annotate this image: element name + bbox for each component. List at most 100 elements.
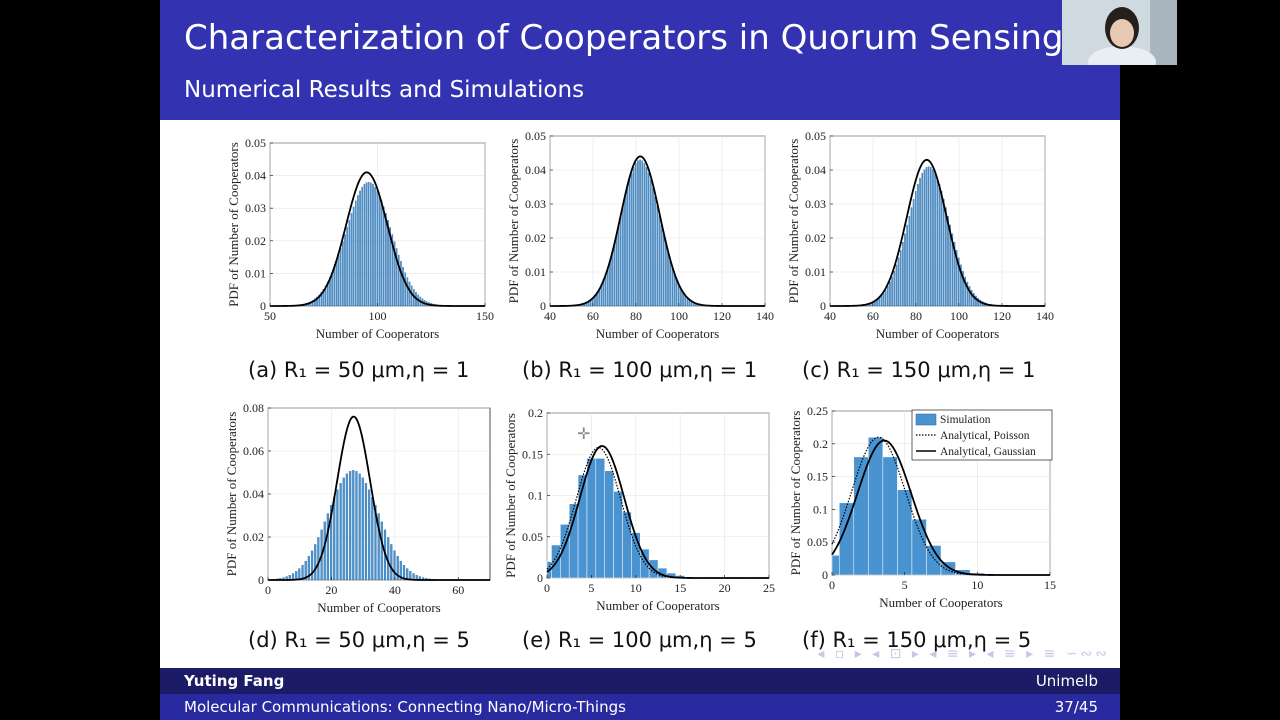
histogram-bar [335, 261, 338, 307]
histogram-bar [671, 267, 674, 307]
histogram-bar [387, 220, 389, 307]
histogram-bar [372, 184, 374, 307]
beamer-navigation-icons[interactable]: ◂ ▫ ▸ ◂ ⊡ ▸ ◂ ≡ ▸ ◂ ≡ ▸ ≡ ∽∾∾ [817, 646, 1110, 662]
histogram-bar [595, 458, 605, 579]
histogram-bar [376, 190, 379, 307]
histogram-bar [632, 167, 635, 307]
histogram-bar [940, 191, 943, 307]
histogram-bar [326, 513, 330, 581]
y-axis-label: PDF of Number of Cooperators [226, 142, 241, 307]
histogram-bar [377, 513, 380, 581]
x-tick-label: 40 [824, 309, 836, 323]
histogram-bar [361, 186, 364, 307]
y-tick-label: 0.2 [813, 437, 828, 451]
y-tick-label: 0.1 [528, 489, 543, 503]
y-tick-label: 0.04 [245, 169, 266, 183]
histogram-bar [639, 159, 641, 307]
histogram-bar [953, 242, 956, 307]
poisson-curve [831, 436, 1050, 576]
histogram-bar [350, 213, 353, 307]
x-axis-label: Number of Cooperators [316, 326, 439, 341]
histogram-bar [331, 272, 333, 307]
x-tick-label: 60 [867, 309, 879, 323]
y-tick-label: 0.05 [522, 530, 543, 544]
x-tick-label: 80 [630, 309, 642, 323]
histogram-bar [410, 285, 413, 307]
x-axis-label: Number of Cooperators [596, 326, 719, 341]
y-axis-label: PDF of Number of Cooperators [788, 411, 803, 576]
y-tick-label: 0.25 [807, 404, 828, 418]
histogram-bar [966, 281, 969, 307]
gaussian-curve [830, 158, 1045, 307]
histogram-bar [624, 196, 626, 307]
histogram-bar [677, 284, 680, 307]
y-tick-label: 0.03 [805, 197, 826, 211]
histogram-bar [393, 241, 396, 307]
histogram-bar [336, 489, 339, 581]
y-tick-label: 0.03 [525, 197, 546, 211]
histogram-bar [904, 233, 906, 307]
histogram-bar [345, 473, 349, 581]
slide-subtitle: Numerical Results and Simulations [184, 77, 585, 103]
caption-e: (e) R₁ = 100 μm,η = 5 [522, 628, 757, 652]
histogram-bar [914, 191, 917, 307]
histogram-bar [355, 471, 358, 581]
histogram-bar [389, 227, 391, 307]
histogram-bar [938, 184, 941, 307]
x-tick-label: 120 [713, 309, 731, 323]
histogram-bar [658, 215, 661, 307]
histogram-bar [395, 248, 398, 307]
x-tick-label: 5 [902, 578, 908, 592]
histogram-bar [358, 473, 361, 581]
x-tick-label: 25 [763, 581, 775, 595]
histogram-bar [307, 556, 310, 581]
footer-talk-title: Molecular Communications: Connecting Nan… [184, 698, 626, 716]
histogram-bar [400, 261, 402, 307]
histogram-bar [374, 186, 376, 307]
footer-page-number: 37/45 [1054, 698, 1098, 716]
x-tick-label: 60 [452, 583, 464, 597]
histogram-bar [831, 555, 840, 576]
x-tick-label: 40 [544, 309, 556, 323]
histogram-bar [637, 160, 639, 307]
x-tick-label: 0 [265, 583, 271, 597]
histogram-bar [380, 200, 383, 307]
histogram-bar [643, 163, 646, 307]
histogram-bar [378, 195, 381, 307]
histogram-bar [357, 195, 359, 307]
histogram-bar [919, 178, 921, 307]
histogram-bar [968, 286, 971, 307]
chart-c: 40 60 80 100 120 140 0 0.01 0.02 0.03 0.04 0.05 Numb… [786, 129, 1054, 341]
x-axis-label: Number of Cooperators [879, 595, 1002, 610]
histogram-bar [333, 497, 336, 581]
x-tick-label: 100 [950, 309, 968, 323]
y-tick-label: 0.01 [805, 265, 826, 279]
histogram-bar [609, 259, 611, 307]
x-tick-label: 50 [264, 309, 276, 323]
histogram-bar [878, 297, 881, 307]
x-tick-label: 0 [544, 581, 550, 595]
x-tick-label: 15 [1044, 578, 1056, 592]
legend-label: Simulation [940, 414, 991, 426]
slide-header: Characterization of Cooperators in Quoru… [160, 0, 1120, 120]
histogram-bar [634, 163, 637, 307]
x-tick-label: 5 [588, 581, 594, 595]
y-axis-label: PDF of Number of Cooperators [506, 139, 521, 304]
histogram-bar [964, 276, 967, 307]
histogram-bar [962, 271, 964, 307]
y-tick-label: 0.01 [245, 266, 266, 280]
histogram-bar [927, 166, 930, 307]
y-tick-label: 0.05 [525, 129, 546, 143]
histogram-bar [897, 489, 913, 576]
histogram-bar [626, 187, 628, 307]
histogram-bar [323, 521, 326, 581]
y-tick-label: 0 [258, 573, 264, 587]
chart-e: 0 5 10 15 20 25 0 0.05 0.1 0.15 0.2 Number of Coope… [503, 406, 775, 613]
histogram-bar [882, 456, 898, 576]
histogram-bar [619, 215, 622, 307]
chart-a: 50 100 150 0 0.01 0.02 0.03 0.04 0.05 Number of C… [226, 136, 494, 341]
caption-a: (a) R₁ = 50 μm,η = 1 [248, 358, 470, 382]
histogram-bar [339, 483, 342, 581]
histogram-bar [955, 250, 958, 307]
histogram-bar [363, 184, 366, 307]
